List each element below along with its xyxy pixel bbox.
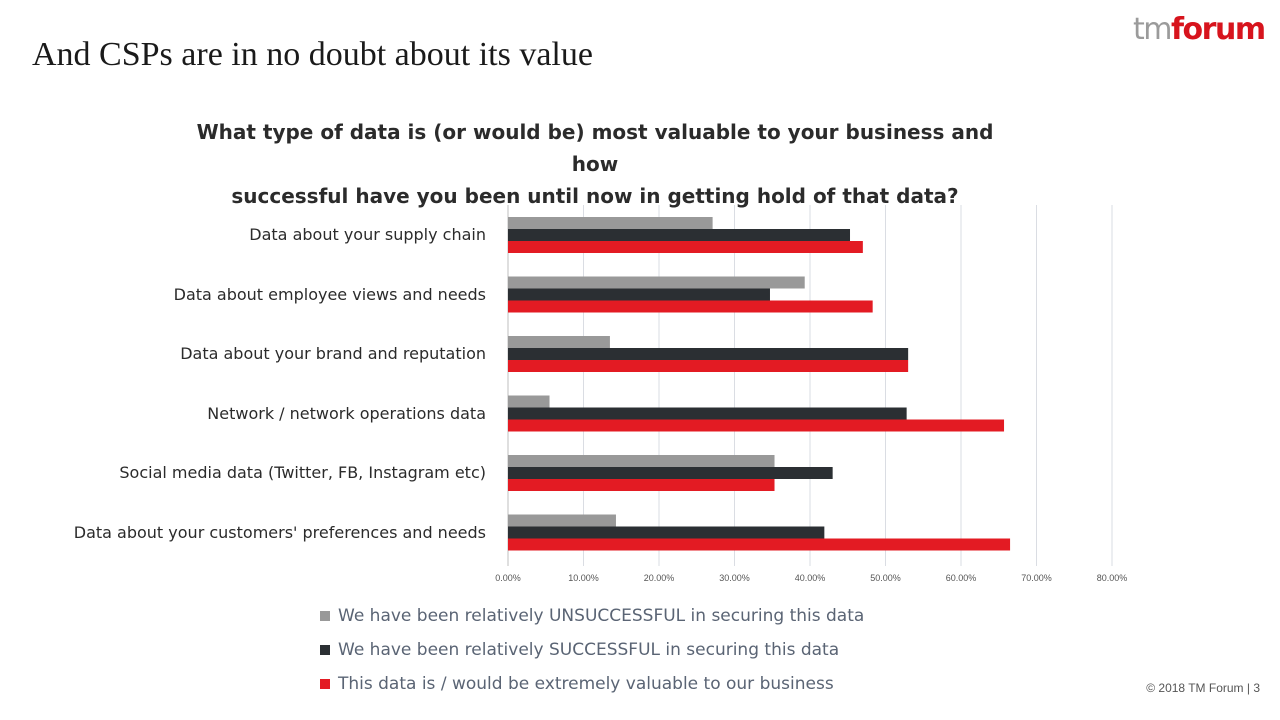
legend-item: This data is / would be extremely valuab… — [320, 667, 864, 701]
bar-valuable — [508, 479, 775, 491]
x-tick-label: 10.00% — [568, 573, 599, 583]
tmforum-logo: tmforum — [1133, 12, 1266, 47]
bar-valuable — [508, 360, 909, 372]
bar-successful — [508, 467, 833, 479]
legend-label: This data is / would be extremely valuab… — [338, 674, 834, 694]
category-label: Data about your customers' preferences a… — [73, 522, 486, 542]
slide-title: And CSPs are in no doubt about its value — [32, 36, 593, 73]
legend-item: We have been relatively SUCCESSFUL in se… — [320, 633, 864, 667]
x-tick-label: 0.00% — [495, 573, 521, 583]
chart-title-line-2: successful have you been until now in ge… — [231, 184, 959, 208]
category-label: Data about employee views and needs — [173, 284, 486, 304]
bar-unsuccessful — [508, 276, 805, 289]
bar-unsuccessful — [508, 395, 550, 408]
bar-successful — [508, 288, 770, 301]
x-tick-label: 30.00% — [719, 573, 750, 583]
bar-unsuccessful — [508, 455, 775, 467]
category-label: Network / network operations data — [207, 403, 486, 423]
category-label: Data about your brand and reputation — [180, 344, 486, 363]
legend-swatch — [320, 611, 330, 621]
bar-unsuccessful — [508, 514, 616, 527]
legend-swatch — [320, 645, 330, 655]
chart-title-line-1: What type of data is (or would be) most … — [196, 120, 994, 176]
bar-successful — [508, 229, 851, 241]
chart-legend: We have been relatively UNSUCCESSFUL in … — [320, 599, 864, 701]
copyright-footer: © 2018 TM Forum | 3 — [1146, 681, 1260, 695]
legend-item: We have been relatively UNSUCCESSFUL in … — [320, 599, 864, 633]
bar-unsuccessful — [508, 336, 610, 348]
bar-successful — [508, 526, 825, 539]
bar-valuable — [508, 538, 1011, 551]
legend-label: We have been relatively UNSUCCESSFUL in … — [338, 606, 865, 626]
bar-successful — [508, 348, 909, 360]
category-label: Social media data (Twitter, FB, Instagra… — [119, 463, 486, 482]
legend-label: We have been relatively SUCCESSFUL in se… — [338, 640, 840, 660]
x-tick-label: 20.00% — [643, 573, 675, 583]
bar-valuable — [508, 241, 863, 253]
chart-title: What type of data is (or would be) most … — [170, 116, 1020, 212]
bar-valuable — [508, 419, 1005, 432]
x-tick-label: 80.00% — [1096, 573, 1128, 583]
x-tick-label: 50.00% — [870, 573, 901, 583]
bar-valuable — [508, 300, 873, 313]
category-label: Data about your supply chain — [249, 225, 486, 244]
x-tick-label: 70.00% — [1021, 573, 1052, 583]
x-tick-label: 60.00% — [945, 573, 977, 583]
bar-successful — [508, 407, 907, 420]
legend-swatch — [320, 679, 330, 689]
bar-unsuccessful — [508, 217, 713, 229]
x-tick-label: 40.00% — [794, 573, 826, 583]
